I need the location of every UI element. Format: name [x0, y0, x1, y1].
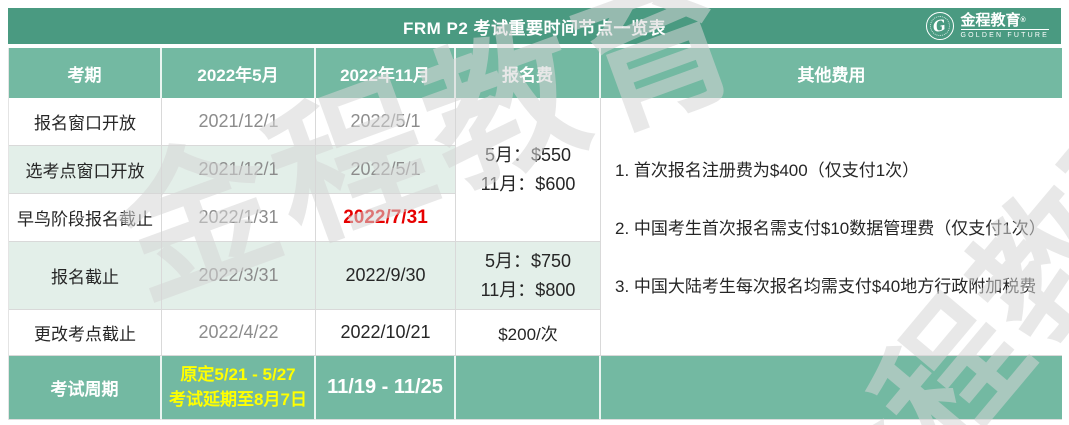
fee-early-nov: 11月：$600	[480, 173, 576, 194]
brand-slogan: GOLDEN FUTURE	[960, 32, 1049, 39]
exam-period-may-original: 原定5/21 - 5/27	[180, 364, 296, 384]
fee-change-site-cell: $200/次	[456, 310, 601, 356]
fee-late-may: 5月：$750	[484, 250, 572, 271]
cell-site-selection-may: 2021/12/1	[162, 146, 316, 194]
seal-monogram: G	[931, 15, 948, 36]
cell-registration-opens-may: 2021/12/1	[162, 98, 316, 146]
fee-early-cell: 5月：$550 11月：$600	[456, 98, 601, 242]
cell-change-site-nov: 2022/10/21	[316, 310, 456, 356]
cell-exam-period-nov: 11/19 - 11/25	[316, 356, 456, 420]
row-label-site-selection-opens: 选考点窗口开放	[9, 146, 162, 194]
cell-early-bird-may: 2022/1/31	[162, 194, 316, 242]
exam-period-other-cell-empty	[601, 356, 1062, 420]
col-header-other-fees: 其他费用	[601, 48, 1062, 98]
row-label-early-bird-deadline: 早鸟阶段报名截止	[9, 194, 162, 242]
brand-text: 金程教育® GOLDEN FUTURE	[960, 12, 1049, 39]
other-fees-cell: 1. 首次报名注册费为$400（仅支付1次） 2. 中国考生首次报名需支付$10…	[601, 98, 1062, 356]
fee-late-cell: 5月：$750 11月：$800	[456, 242, 601, 310]
cell-registration-opens-nov: 2022/5/1	[316, 98, 456, 146]
schedule-table: 考期 2022年5月 2022年11月 报名费 其他费用 报名窗口开放 2021…	[8, 48, 1062, 420]
col-header-nov-2022: 2022年11月	[316, 48, 456, 98]
fee-early-may: 5月：$550	[484, 144, 572, 165]
brand-name-text: 金程教育	[960, 12, 1021, 29]
registered-mark: ®	[1020, 17, 1026, 24]
other-fee-item-2: 2. 中国考生首次报名需支付$10数据管理费（仅支付1次）	[615, 219, 1046, 238]
page-title: FRM P2 考试重要时间节点一览表	[402, 18, 667, 38]
col-header-session: 考期	[9, 48, 162, 98]
brand-seal-icon: G	[925, 12, 954, 40]
exam-period-fee-cell-empty	[456, 356, 601, 420]
other-fee-item-1: 1. 首次报名注册费为$400（仅支付1次）	[615, 161, 920, 180]
fee-late-nov: 11月：$800	[480, 279, 576, 300]
row-label-registration-opens: 报名窗口开放	[9, 98, 162, 146]
other-fee-item-3: 3. 中国大陆考生每次报名均需支付$40地方行政附加税费	[615, 277, 1037, 296]
title-bar: FRM P2 考试重要时间节点一览表 G 金程教育® GOLDEN FUTURE	[8, 8, 1061, 44]
cell-exam-period-may: 原定5/21 - 5/27 考试延期至8月7日	[162, 356, 316, 420]
col-header-may-2022: 2022年5月	[162, 48, 316, 98]
cell-registration-deadline-may: 2022/3/31	[162, 242, 316, 310]
brand-logo: G 金程教育® GOLDEN FUTURE	[925, 11, 1049, 41]
row-label-exam-period: 考试周期	[9, 356, 162, 420]
cell-site-selection-nov: 2022/5/1	[316, 146, 456, 194]
cell-change-site-may: 2022/4/22	[162, 310, 316, 356]
col-header-registration-fee: 报名费	[456, 48, 601, 98]
brand-name: 金程教育®	[960, 12, 1049, 30]
exam-period-may-postponed: 考试延期至8月7日	[169, 390, 307, 409]
cell-registration-deadline-nov: 2022/9/30	[316, 242, 456, 310]
row-label-registration-deadline: 报名截止	[9, 242, 162, 310]
row-label-change-site-deadline: 更改考点截止	[9, 310, 162, 356]
cell-early-bird-nov-highlighted: 2022/7/31	[316, 194, 456, 242]
